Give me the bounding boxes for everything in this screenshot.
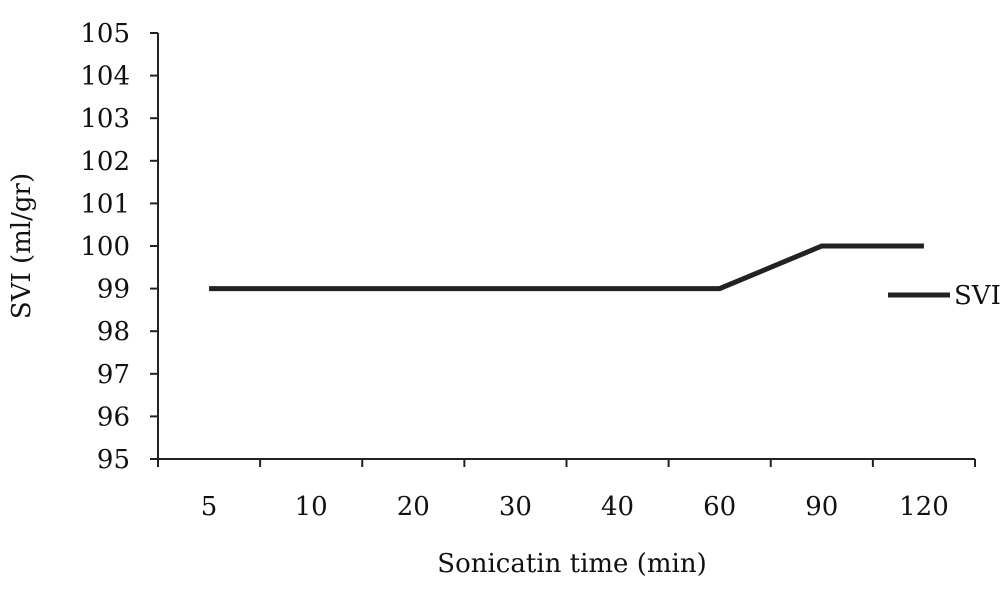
x-tick-label: 20 [397, 492, 430, 522]
series-layer [209, 243, 924, 292]
x-tick-label: 60 [703, 492, 736, 522]
y-tick-label: 99 [97, 275, 130, 305]
y-axis-title: SVI (ml/gr) [7, 173, 37, 319]
x-tick-label: 30 [499, 492, 532, 522]
y-tick-label: 105 [80, 19, 130, 49]
y-tick-label: 102 [80, 147, 130, 177]
y-tick-label: 103 [80, 104, 130, 134]
y-tick-label: 95 [97, 445, 130, 475]
x-tick-label: 5 [201, 492, 218, 522]
y-tick-label: 98 [97, 317, 130, 347]
y-tick-label: 97 [97, 360, 130, 390]
legend: SVI [888, 281, 1000, 311]
y-axis: 95 96 97 98 99 100 101 102 103 104 105 [80, 19, 159, 475]
x-tick-label: 10 [295, 492, 328, 522]
legend-label-svi: SVI [954, 281, 1000, 311]
x-axis: 5 10 20 30 40 60 90 120 [157, 458, 976, 522]
x-tick-label: 40 [601, 492, 634, 522]
y-tick-label: 96 [97, 402, 130, 432]
x-axis-title: Sonicatin time (min) [437, 549, 706, 579]
x-tick-label: 90 [805, 492, 838, 522]
y-tick-label: 104 [80, 62, 130, 92]
y-tick-label: 100 [80, 232, 130, 262]
x-tick-label: 120 [899, 492, 949, 522]
y-tick-label: 101 [80, 189, 130, 219]
series-line-svi [209, 243, 924, 292]
